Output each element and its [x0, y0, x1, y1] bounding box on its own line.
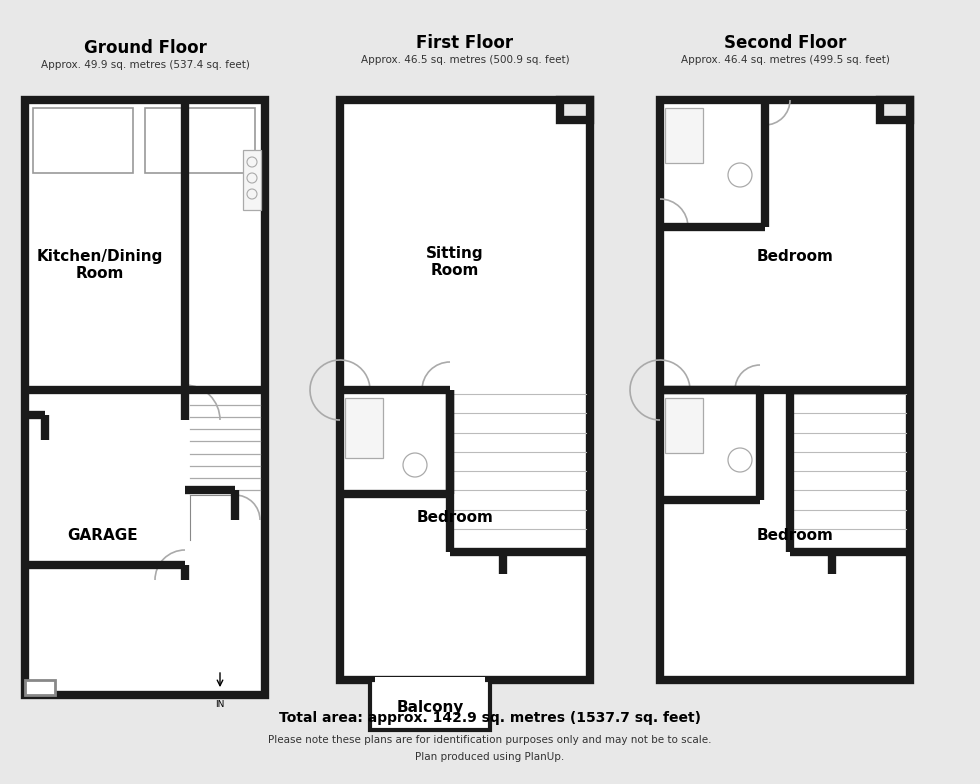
Text: Kitchen/Dining
Room: Kitchen/Dining Room	[37, 249, 164, 281]
Bar	[145, 108, 255, 173]
Bar	[560, 100, 590, 120]
Text: First Floor: First Floor	[416, 34, 514, 52]
Text: Please note these plans are for identification purposes only and may not be to s: Please note these plans are for identifi…	[269, 735, 711, 745]
Text: Bedroom: Bedroom	[757, 528, 833, 543]
Bar	[660, 100, 910, 680]
Text: Approx. 46.5 sq. metres (500.9 sq. feet): Approx. 46.5 sq. metres (500.9 sq. feet)	[361, 55, 569, 65]
Text: IN: IN	[216, 700, 224, 709]
Bar	[25, 680, 55, 695]
Bar	[665, 398, 703, 453]
Text: Balcony: Balcony	[396, 700, 464, 715]
Bar	[370, 680, 490, 730]
Bar	[243, 150, 261, 210]
Bar	[340, 100, 590, 680]
Bar	[665, 108, 703, 163]
Text: GARAGE: GARAGE	[68, 528, 138, 543]
Text: Plan produced using PlanUp.: Plan produced using PlanUp.	[416, 752, 564, 762]
Text: Total area: approx. 142.9 sq. metres (1537.7 sq. feet): Total area: approx. 142.9 sq. metres (15…	[279, 711, 701, 725]
Bar	[33, 108, 133, 173]
Bar	[345, 398, 383, 458]
Text: Bedroom: Bedroom	[416, 510, 494, 524]
Text: Bedroom: Bedroom	[757, 249, 833, 263]
Bar	[880, 100, 910, 120]
Bar	[375, 677, 485, 683]
Text: Second Floor: Second Floor	[724, 34, 846, 52]
Bar	[25, 100, 265, 695]
Text: Ground Floor: Ground Floor	[83, 39, 207, 57]
Text: Sitting
Room: Sitting Room	[426, 246, 484, 278]
Text: Approx. 46.4 sq. metres (499.5 sq. feet): Approx. 46.4 sq. metres (499.5 sq. feet)	[680, 55, 890, 65]
Text: Approx. 49.9 sq. metres (537.4 sq. feet): Approx. 49.9 sq. metres (537.4 sq. feet)	[40, 60, 250, 70]
